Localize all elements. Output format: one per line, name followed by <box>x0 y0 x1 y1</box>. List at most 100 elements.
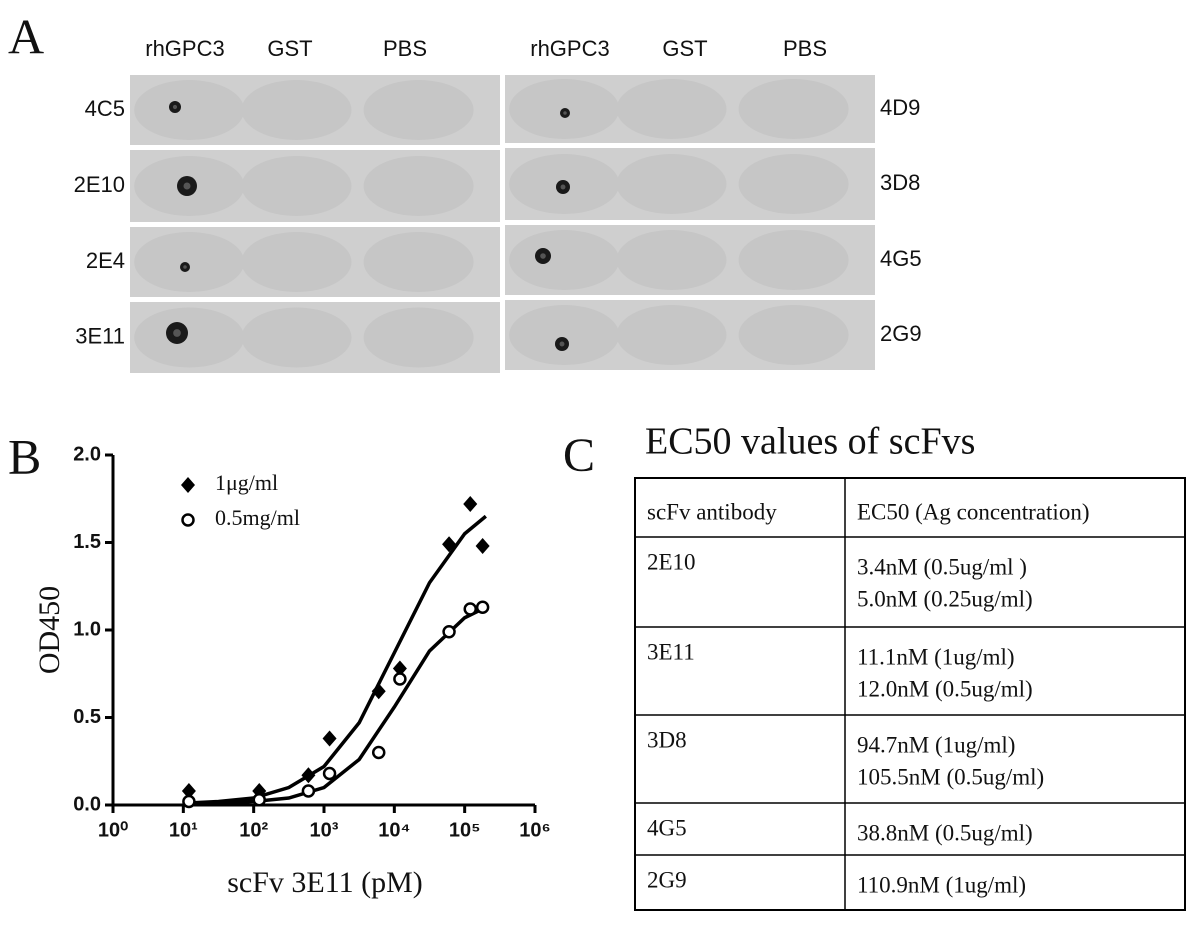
point <box>442 625 456 639</box>
point <box>181 783 196 799</box>
table-border <box>634 477 1186 911</box>
table-cell: 110.9nM (1ug/ml) <box>857 872 1026 897</box>
blot-row-label: 4D9 <box>880 95 920 120</box>
legend-label: 0.5mg/ml <box>215 505 300 530</box>
point <box>392 660 407 677</box>
legend-label: 1μg/ml <box>215 470 278 495</box>
panel-label: C <box>563 429 595 482</box>
table-cell: 94.7nM (1ug/ml) <box>857 732 1015 757</box>
x-tick-label: 10⁵ <box>449 819 481 841</box>
table-cell: 11.1nM (1ug/ml) <box>857 644 1015 669</box>
blot-dot-core <box>183 182 191 190</box>
y-tick-label: 0.0 <box>73 793 101 815</box>
blot-spot-ring <box>241 232 352 292</box>
blot-dot-core <box>172 104 178 110</box>
blot-spot-ring <box>509 230 620 290</box>
table-cell: 2E10 <box>647 549 696 574</box>
table-cell: 38.8nM (0.5ug/ml) <box>857 820 1033 845</box>
blot-column-label: rhGPC3 <box>145 36 224 61</box>
blot-dot-core <box>173 329 181 337</box>
table-cell: 12.0nM (0.5ug/ml) <box>857 676 1033 701</box>
fit-curve <box>183 514 487 805</box>
blot-column-label: PBS <box>783 36 827 61</box>
blot-row-label: 3D8 <box>880 170 920 195</box>
blot-dot-core <box>563 111 567 115</box>
blot-column-label: PBS <box>383 36 427 61</box>
table-cell: 3D8 <box>647 727 687 752</box>
blot-spot-ring <box>363 156 474 216</box>
point <box>463 496 478 512</box>
x-axis-title: scFv 3E11 (pM) <box>227 866 423 899</box>
point <box>182 794 196 809</box>
point <box>475 600 490 614</box>
table-cell: 3.4nM (0.5ug/ml ) <box>857 554 1027 579</box>
blot-spot-ring <box>363 307 474 368</box>
y-tick-label: 1.0 <box>73 618 101 640</box>
table-cell: 4G5 <box>647 815 687 840</box>
blot-row-label: 2E10 <box>74 172 125 197</box>
table-title: EC50 values of scFvs <box>645 421 975 463</box>
blot-spot-ring <box>509 305 620 365</box>
blot-row-label: 4C5 <box>85 96 125 121</box>
blot-column-label: GST <box>662 36 707 61</box>
blot-spot-ring <box>616 154 727 214</box>
table-cell: 105.5nM (0.5ug/ml) <box>857 764 1044 789</box>
blot-spot-ring <box>134 80 245 140</box>
point <box>301 767 316 784</box>
blot-spot-ring <box>738 154 849 214</box>
blot-dot-core <box>183 265 187 269</box>
blot-spot-ring <box>241 156 352 216</box>
legend-marker <box>181 477 195 493</box>
y-tick-label: 1.5 <box>73 531 101 553</box>
point <box>322 730 337 747</box>
legend-marker <box>181 513 195 527</box>
panel-label: B <box>8 428 41 484</box>
y-axis-title: OD450 <box>33 586 66 674</box>
x-tick-label: 10² <box>239 819 268 841</box>
blot-spot-ring <box>738 79 849 139</box>
table-cell: 2G9 <box>647 867 687 892</box>
point <box>322 766 337 781</box>
y-tick-label: 2.0 <box>73 443 101 465</box>
panel-label: A <box>8 8 44 64</box>
blot-row-label: 2E4 <box>86 248 125 273</box>
point <box>301 784 316 798</box>
blot-row-label: 4G5 <box>880 246 922 271</box>
blot-spot-ring <box>616 230 727 290</box>
point <box>252 793 266 807</box>
blot-spot-ring <box>738 230 849 290</box>
blot-spot-ring <box>134 307 245 368</box>
blot-dot-core <box>560 184 566 190</box>
blot-dot-core <box>559 341 565 347</box>
point <box>393 672 407 686</box>
x-tick-label: 10⁶ <box>519 819 550 841</box>
blot-row-label: 3E11 <box>75 323 125 348</box>
blot-spot-ring <box>616 305 727 365</box>
table-header: scFv antibody <box>647 499 777 524</box>
table-cell: 5.0nM (0.25ug/ml) <box>857 586 1033 611</box>
blot-spot-ring <box>241 307 352 368</box>
x-tick-label: 10⁴ <box>378 819 410 841</box>
point <box>463 602 477 616</box>
blot-column-label: GST <box>267 36 312 61</box>
point <box>442 536 457 553</box>
blot-spot-ring <box>363 80 474 140</box>
blot-dot-core <box>540 253 546 259</box>
blot-spot-ring <box>241 80 352 140</box>
x-tick-label: 10¹ <box>169 819 198 841</box>
x-tick-label: 10⁰ <box>98 819 128 841</box>
x-tick-label: 10³ <box>310 819 339 841</box>
blot-spot-ring <box>134 232 245 292</box>
blot-spot-ring <box>616 79 727 139</box>
blot-spot-ring <box>363 232 474 292</box>
blot-column-label: rhGPC3 <box>530 36 609 61</box>
y-tick-label: 0.5 <box>73 706 101 728</box>
table-header: EC50 (Ag concentration) <box>857 499 1089 524</box>
blot-spot-ring <box>738 305 849 365</box>
point <box>371 745 386 760</box>
table-cell: 3E11 <box>647 639 695 664</box>
blot-row-label: 2G9 <box>880 321 922 346</box>
point <box>475 538 490 554</box>
point <box>371 683 386 700</box>
